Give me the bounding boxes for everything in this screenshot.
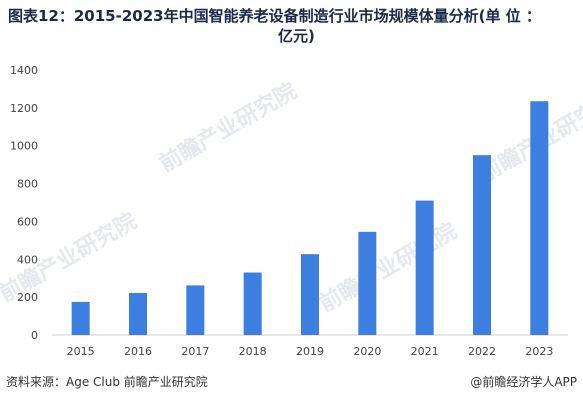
bar	[473, 155, 491, 335]
x-tick-label: 2020	[353, 345, 381, 358]
bar	[415, 200, 434, 335]
y-tick-label: 1400	[10, 64, 38, 77]
source-note: 资料来源：Age Club 前瞻产业研究院	[6, 375, 208, 389]
credit-note: @前瞻经济学人APP	[470, 375, 577, 389]
bar	[358, 231, 377, 335]
x-tick-label: 2017	[181, 345, 209, 358]
x-tick-label: 2021	[411, 345, 439, 358]
bar	[530, 101, 549, 335]
footer: 资料来源：Age Club 前瞻产业研究院 @前瞻经济学人APP	[0, 362, 583, 401]
y-tick-label: 800	[17, 178, 38, 191]
x-tick-label: 2018	[239, 345, 267, 358]
y-tick-label: 1200	[10, 102, 38, 115]
bar	[186, 285, 205, 335]
chart-title-line1: 图表12：2015-2023年中国智能养老设备制造行业市场规模体量分析(单 位 …	[8, 7, 541, 25]
bar	[243, 272, 262, 335]
y-tick-label: 400	[17, 253, 38, 266]
x-tick-label: 2015	[67, 345, 95, 358]
x-tick-label: 2019	[296, 345, 324, 358]
bar	[301, 254, 319, 335]
chart-title: 图表12：2015-2023年中国智能养老设备制造行业市场规模体量分析(单 位 …	[8, 6, 575, 46]
bar-chart: 0 200 400 600 800 1000 1200 1400 2015 2016 2017 201…	[10, 64, 568, 358]
y-tick-label: 0	[31, 329, 38, 342]
bar	[129, 292, 147, 335]
y-tick-label: 1000	[10, 140, 38, 153]
bar	[71, 301, 90, 335]
x-tick-label: 2022	[468, 345, 496, 358]
x-tick-label: 2023	[525, 345, 553, 358]
x-tick-label: 2016	[124, 345, 152, 358]
chart-title-line2: 亿元)	[278, 27, 315, 45]
y-tick-label: 200	[17, 291, 38, 304]
y-tick-label: 600	[17, 215, 38, 228]
